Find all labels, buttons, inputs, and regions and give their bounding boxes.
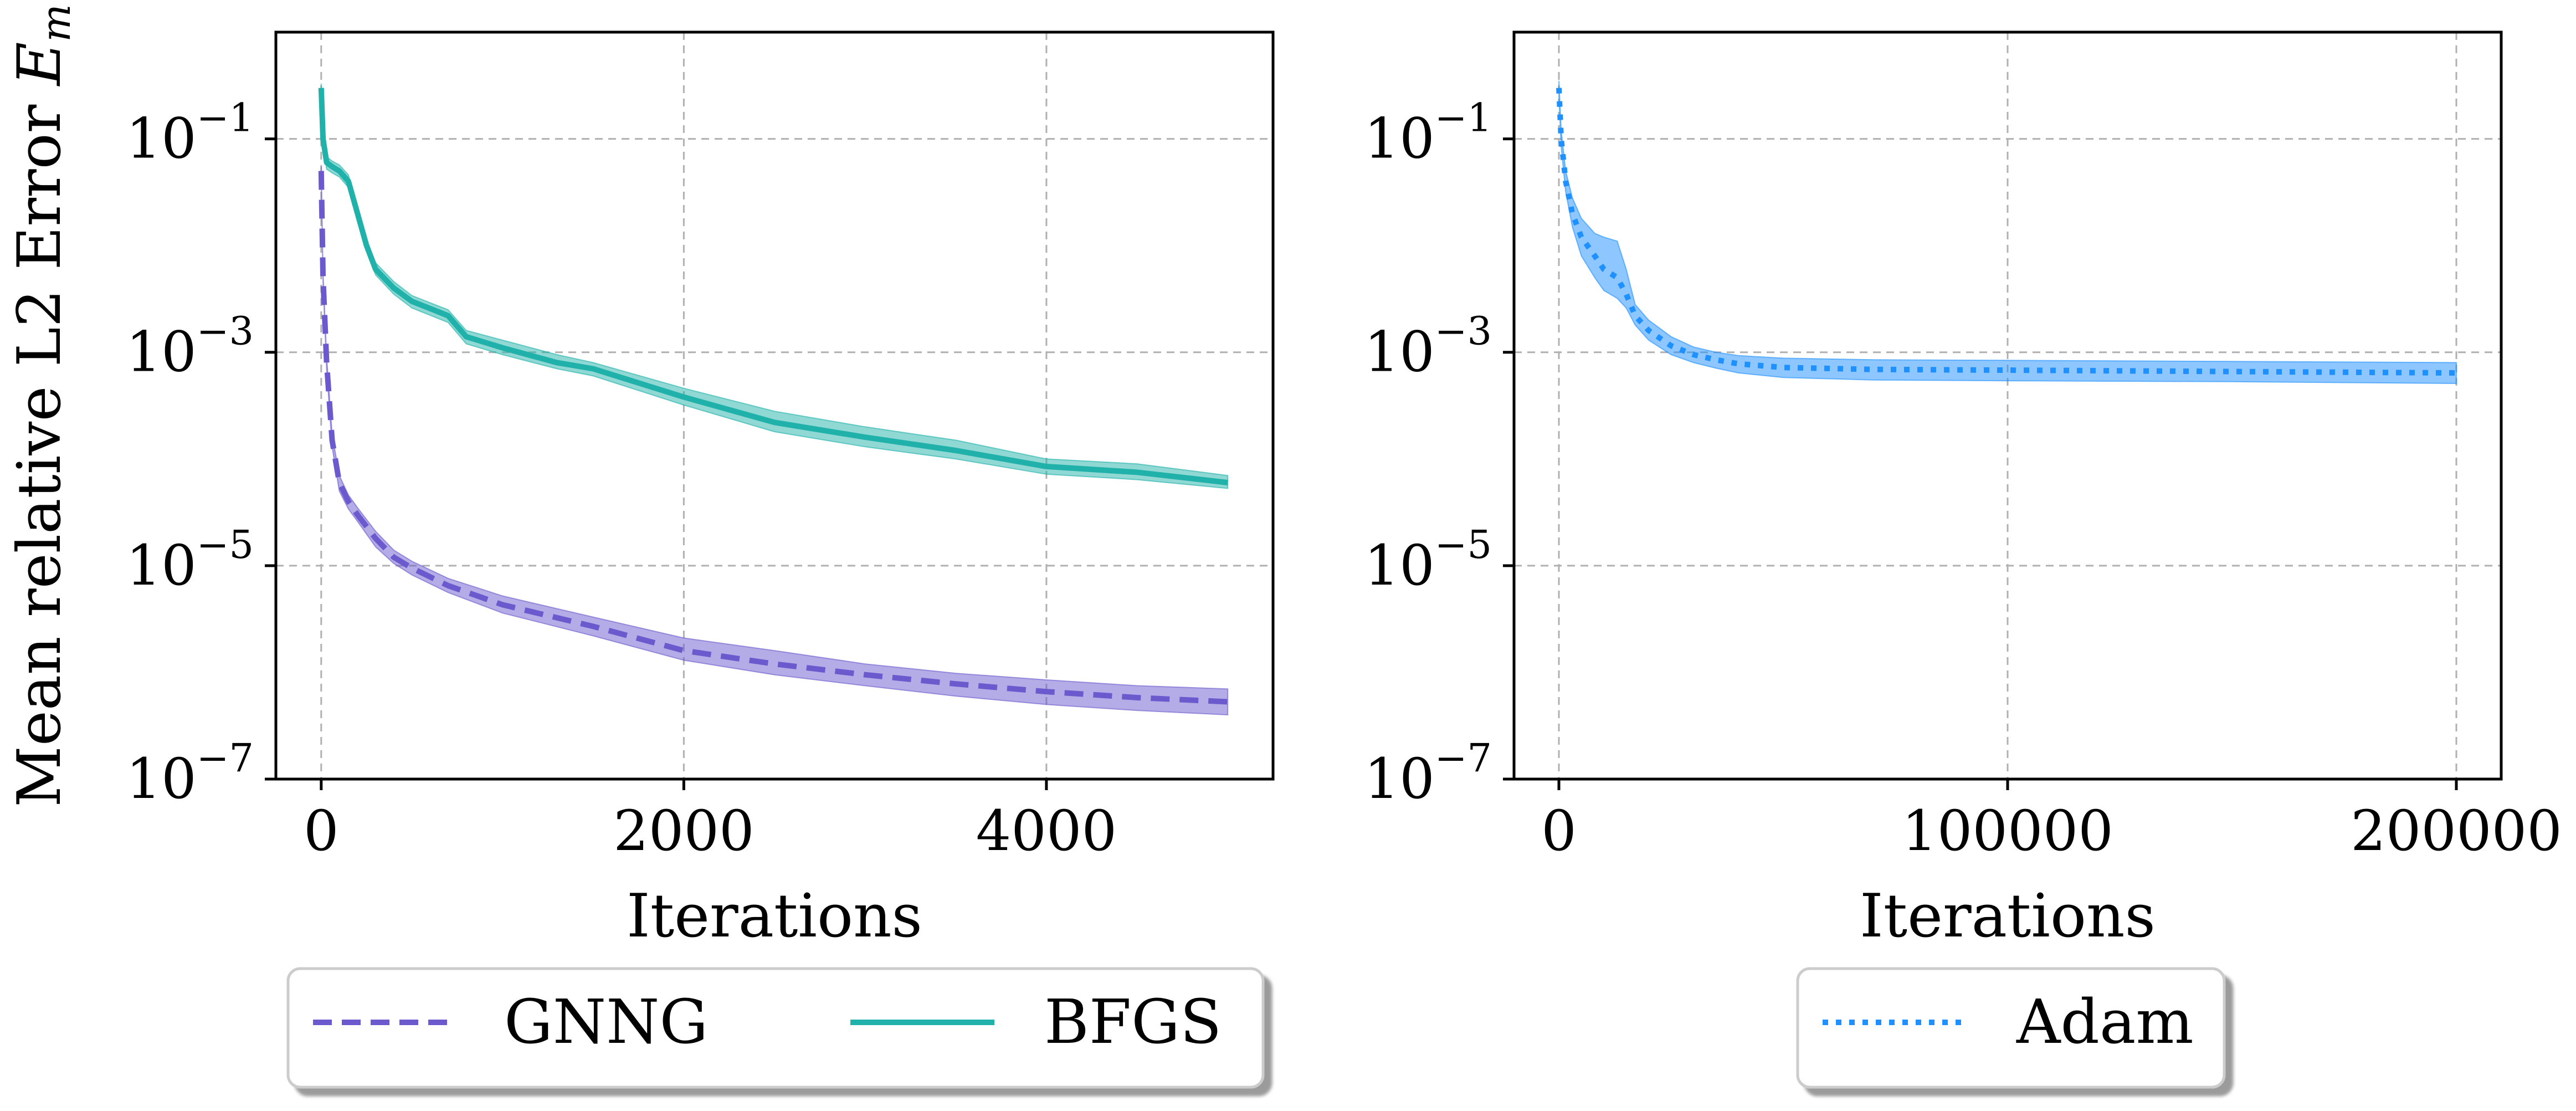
y-tick-label: 10−5	[126, 522, 254, 598]
confidence-band-adam	[1558, 80, 2457, 385]
y-tick-label: 10−7	[1364, 735, 1492, 811]
x-axis-label-right: Iterations	[1860, 882, 2156, 951]
chart-panel-left: 0 2000 4000 10−7 10−5 10−3 10−1 Iterations Mea…	[5, 4, 1275, 1089]
y-tick-label: 10−3	[1364, 309, 1492, 385]
x-tick-label: 0	[1541, 798, 1577, 863]
y-tick-label: 10−5	[1364, 522, 1492, 598]
series-line-bfgs	[318, 88, 1228, 485]
x-tick-label: 4000	[976, 798, 1117, 863]
x-axis-label-left: Iterations	[627, 882, 922, 951]
y-tick-label: 10−3	[126, 309, 254, 385]
x-tick-label: 0	[304, 798, 339, 863]
series-line-gnng	[318, 171, 1228, 705]
y-tick-label: 10−7	[126, 735, 254, 811]
legend-label-bfgs: BFGS	[1044, 986, 1222, 1057]
plot-area-right	[1556, 80, 2457, 385]
y-tick-label: 10−1	[126, 95, 254, 171]
y-axis-label-subscript: m	[33, 4, 79, 42]
x-tick-label: 2000	[613, 798, 755, 863]
y-tick-label: 10−1	[1364, 95, 1492, 171]
grid-right	[1514, 32, 2501, 779]
legend-left: GNNG BFGS	[286, 967, 1265, 1089]
plot-area-left	[318, 83, 1229, 716]
confidence-band-gnng	[320, 166, 1229, 716]
ticks-left: 0 2000 4000 10−7 10−5 10−3 10−1	[126, 95, 1117, 863]
x-tick-label: 100000	[1902, 798, 2113, 863]
chart-panel-right: 0 100000 200000 10−7 10−5 10−3 10−1 Iterations…	[1364, 30, 2562, 1089]
y-axis-label: Mean relative L2 Error Em	[5, 4, 79, 807]
ticks-right: 0 100000 200000 10−7 10−5 10−3 10−1	[1364, 95, 2562, 863]
axes-frame-left	[274, 30, 1275, 781]
legend-box-left	[286, 967, 1265, 1089]
legend-box-right	[1796, 967, 2226, 1089]
y-axis-label-symbol: E	[5, 42, 74, 87]
legend-label-gnng: GNNG	[504, 986, 708, 1057]
confidence-band-bfgs	[320, 83, 1229, 489]
legend-right: Adam	[1796, 967, 2226, 1089]
y-axis-label-text: Mean relative L2 Error	[5, 104, 74, 807]
x-tick-label: 200000	[2351, 798, 2562, 863]
legend-label-adam: Adam	[2016, 986, 2194, 1057]
